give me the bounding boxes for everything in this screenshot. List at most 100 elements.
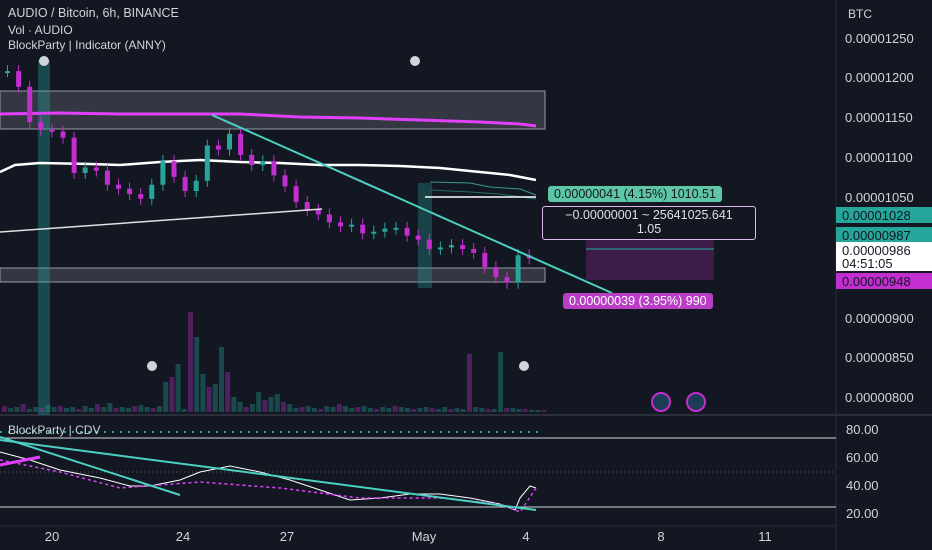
volume-bar [144, 407, 150, 412]
candle-body [182, 176, 188, 192]
candle-body [171, 161, 177, 177]
candles [5, 65, 532, 289]
volume-bar [237, 402, 243, 412]
projection-box-bear [586, 236, 714, 280]
candle-body [393, 227, 399, 230]
candle-body [382, 228, 388, 232]
volume-bar [150, 408, 156, 412]
candle-body [415, 235, 421, 240]
volume-bar [101, 407, 107, 412]
volume-bar [442, 407, 448, 412]
candle-body [82, 167, 88, 173]
volume-bar [45, 405, 51, 412]
candle-body [60, 131, 66, 138]
volume-bar [541, 410, 547, 412]
time-axis-tick: 11 [758, 529, 772, 544]
candle-body [449, 245, 454, 248]
candle-body [93, 167, 99, 171]
time-axis-tick: 20 [45, 529, 59, 544]
white-ma-line [0, 158, 537, 182]
volume-bar [287, 404, 293, 412]
volume-bar [70, 407, 76, 412]
volume-bar [26, 409, 32, 412]
time-axis-tick: 4 [522, 529, 529, 544]
price-axis-tick: 0.00001200 [845, 70, 914, 85]
volume-bar [175, 364, 181, 412]
descending-trendline [211, 114, 613, 294]
volume-bar [386, 408, 392, 412]
price-tag: 0.00001028 [842, 208, 911, 223]
price-tag-bg [836, 207, 932, 223]
event-globe-icon [686, 392, 706, 412]
indicator-legend[interactable]: BlockParty | Indicator (ANNY) [8, 38, 166, 52]
volume-bar [169, 377, 175, 412]
price-tag-bg [836, 242, 932, 258]
volume-bar [380, 407, 386, 412]
candle-body [360, 224, 366, 234]
price-axis-tick: 0.00000800 [845, 390, 914, 405]
candle-body [160, 161, 166, 185]
volume-bar [467, 354, 472, 412]
volume-bar [330, 407, 336, 412]
price-tag: 0.00000948 [842, 274, 911, 289]
candle-body [238, 133, 244, 155]
volume-legend[interactable]: Vol · AUDIO [8, 23, 73, 37]
volume-bar [132, 406, 138, 412]
volume-bar [436, 409, 441, 412]
candle-body [38, 122, 44, 130]
candle-body [215, 145, 221, 150]
candle-body [293, 186, 299, 202]
measure-middle-line2: 1.05 [636, 222, 662, 236]
candle-body [49, 129, 55, 132]
cdv-magenta-segment [0, 455, 41, 467]
volume-bar [485, 409, 491, 412]
sub-pane-tick: 40.00 [846, 478, 879, 493]
candle-body [204, 145, 210, 181]
volume-bar [504, 408, 510, 412]
price-tag-bg [836, 255, 932, 271]
candle-body [326, 214, 332, 223]
candle-body [260, 161, 266, 166]
volume-bar [231, 397, 237, 412]
support-zone [0, 267, 546, 283]
time-axis-tick: 8 [657, 529, 664, 544]
candle-body [138, 194, 144, 199]
volume-bar [405, 408, 410, 412]
time-axis-tick: May [412, 529, 437, 544]
volume-bar [200, 374, 206, 412]
volume-bar [361, 406, 367, 412]
volume-bar [76, 409, 82, 412]
volume-bar [460, 409, 466, 412]
candle-body [227, 133, 232, 150]
volume-bar [423, 407, 429, 412]
volume-bar [293, 408, 299, 412]
measure-middle-line1: −0.00000001 ~ 25641025.641 [565, 208, 733, 222]
volume-bar [64, 408, 69, 412]
candle-body [515, 255, 521, 283]
volume-bar [268, 397, 274, 412]
volume-bars [2, 312, 547, 412]
price-axis-currency: BTC [848, 7, 872, 21]
volume-bar [2, 406, 7, 412]
candle-body [349, 224, 355, 227]
symbol-legend[interactable]: AUDIO / Bitcoin, 6h, BINANCE [8, 6, 179, 20]
candle-body [437, 247, 443, 250]
candle-body [71, 137, 77, 173]
candle-body [426, 239, 432, 249]
volume-bar [367, 408, 373, 412]
cdv-trendline-short [0, 436, 181, 496]
volume-bar [299, 407, 305, 412]
volume-bar [479, 408, 485, 412]
sub-pane-title[interactable]: BlockParty | CDV [8, 423, 101, 437]
volume-bar [522, 409, 528, 412]
volume-bar [163, 382, 169, 412]
volume-bar [355, 407, 361, 412]
candle-body [16, 71, 22, 87]
price-axis-tick: 0.00001150 [845, 110, 913, 125]
bear-emoji-icon [39, 56, 49, 66]
resistance-zone [0, 90, 546, 130]
volume-bar [20, 404, 26, 412]
volume-bar [194, 337, 200, 412]
